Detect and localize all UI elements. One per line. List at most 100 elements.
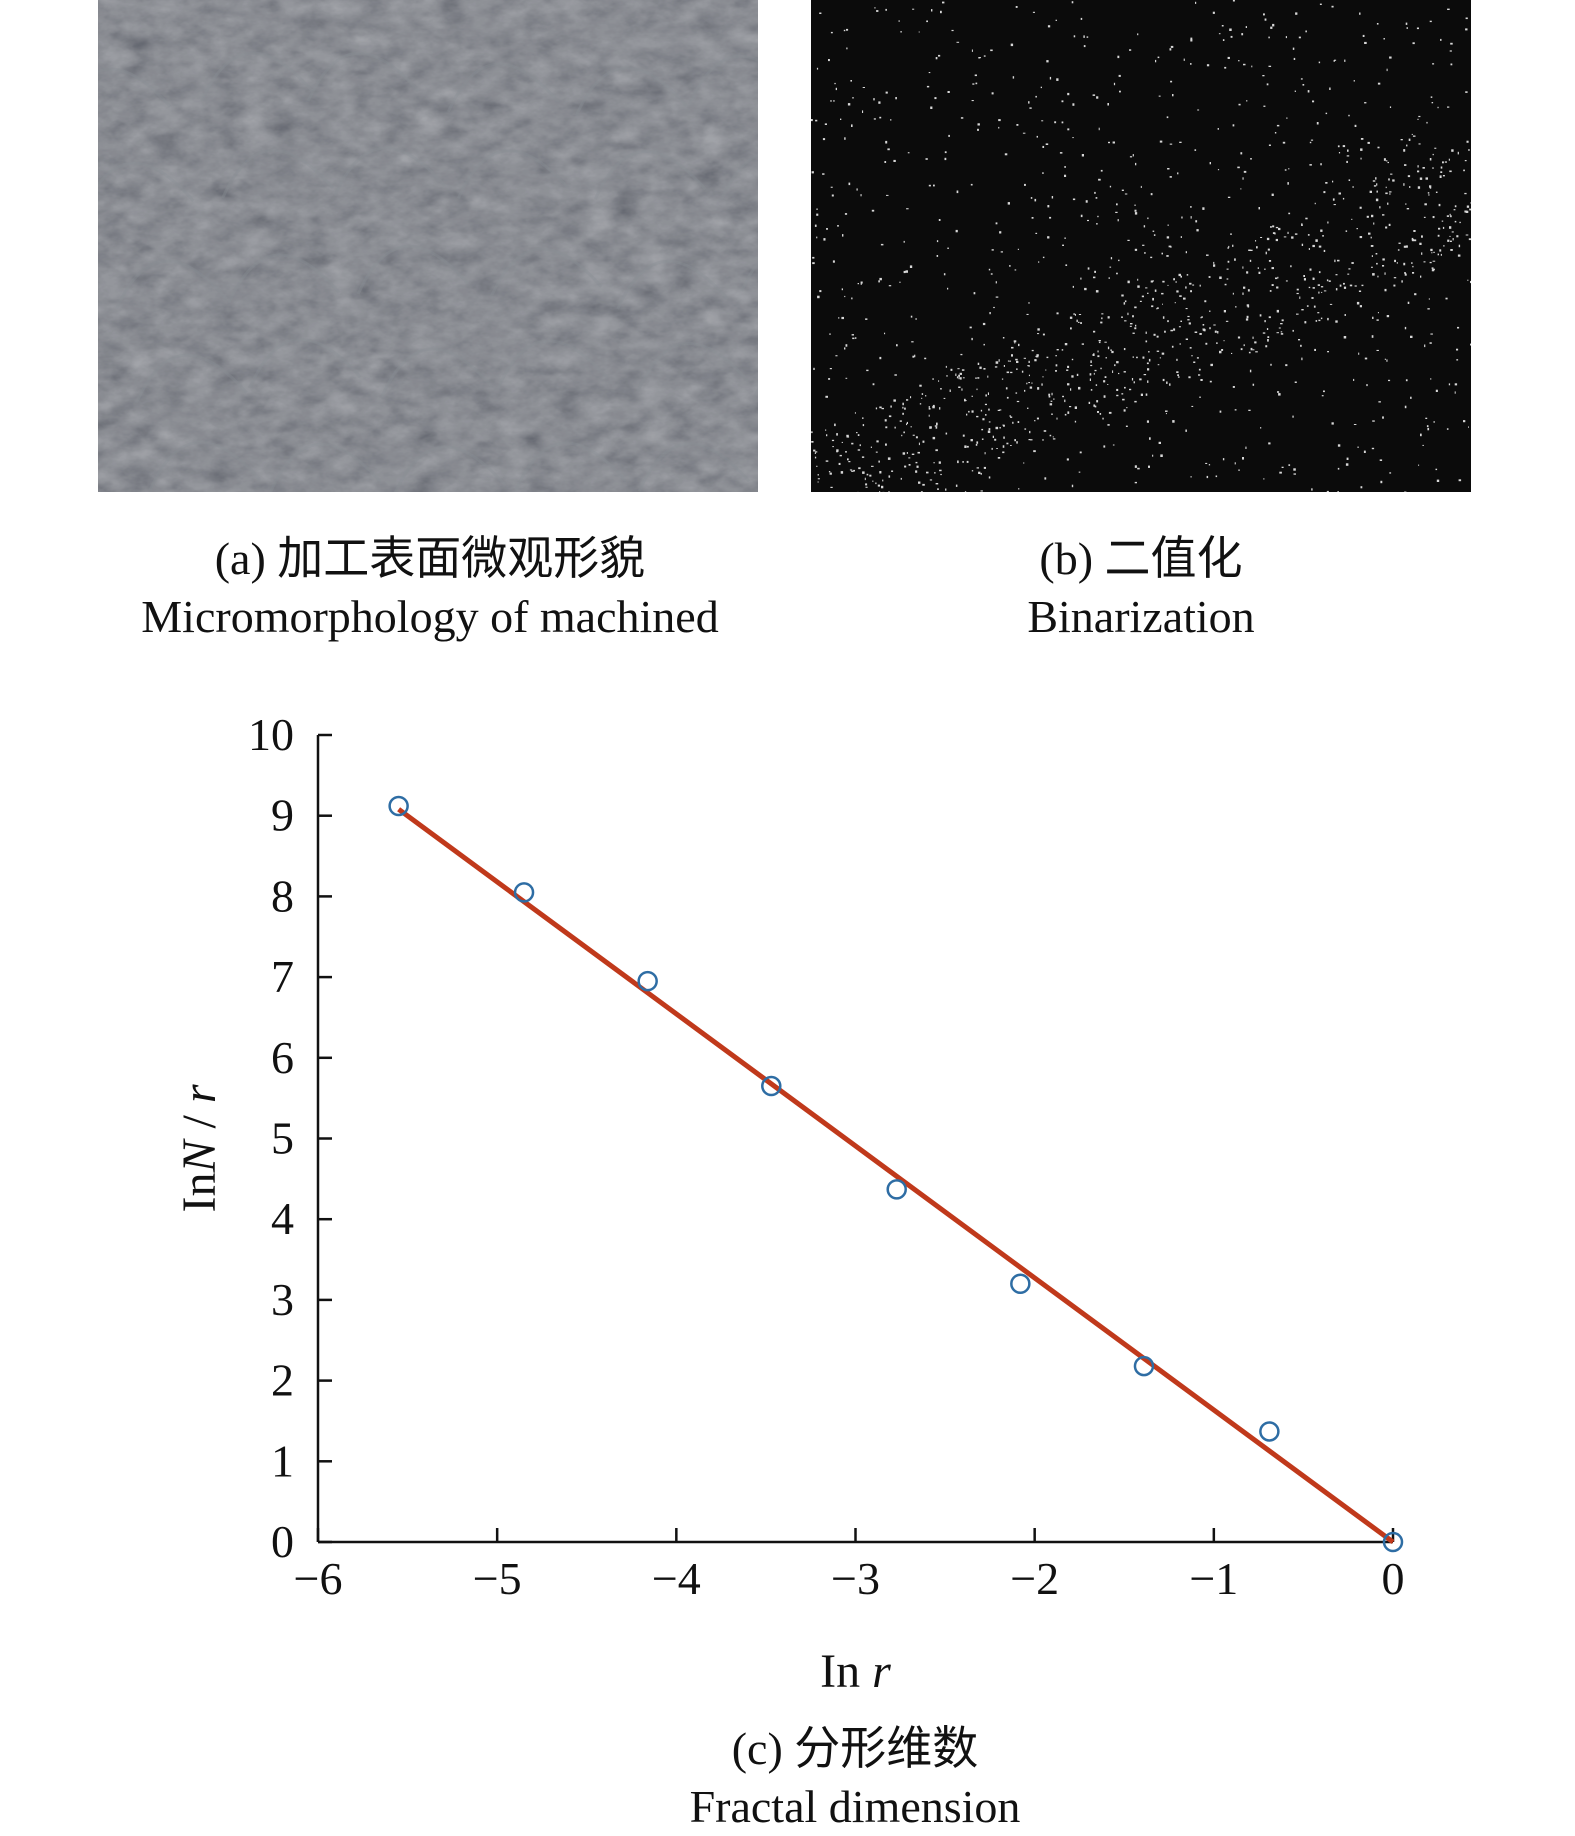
binary-pixel — [1312, 100, 1315, 103]
x-tick-label: 0 — [1382, 1553, 1405, 1604]
binary-pixel — [1362, 34, 1365, 37]
binary-pixel — [1439, 175, 1442, 178]
binary-pixel — [1429, 342, 1432, 344]
binary-pixel — [1464, 160, 1467, 162]
binary-pixel — [1359, 12, 1361, 15]
binary-pixel — [1010, 416, 1013, 418]
binary-pixel — [1129, 49, 1132, 51]
binary-pixel — [1258, 271, 1261, 274]
binary-pixel — [875, 451, 878, 453]
binary-pixel — [1169, 176, 1172, 178]
binary-pixel — [888, 285, 892, 287]
surface-ridge — [356, 244, 470, 295]
binary-pixel — [879, 277, 882, 281]
binary-pixel — [1385, 192, 1388, 195]
binary-pixel — [987, 392, 989, 395]
binary-pixel — [1028, 101, 1030, 104]
binary-pixel — [1103, 395, 1106, 398]
binary-pixel — [994, 438, 997, 441]
binary-pixel — [1470, 280, 1471, 284]
binary-pixel — [1108, 277, 1110, 279]
binary-pixel — [851, 334, 854, 336]
binary-pixel — [1134, 212, 1138, 215]
binary-pixel — [937, 488, 939, 490]
binary-pixel — [1404, 326, 1407, 330]
binary-pixel — [1322, 235, 1324, 237]
binary-pixel — [1115, 211, 1118, 213]
binary-pixel — [1270, 363, 1272, 366]
data-point — [1133, 1355, 1155, 1377]
binary-pixel — [1348, 268, 1351, 270]
binary-pixel — [1425, 177, 1428, 180]
binary-pixel — [862, 87, 865, 88]
binary-pixel — [1243, 286, 1246, 289]
binary-pixel — [824, 123, 827, 125]
binary-pixel — [1013, 340, 1017, 343]
binary-pixel — [1234, 258, 1236, 261]
binary-pixel — [1435, 389, 1438, 392]
binary-pixel — [1394, 259, 1396, 263]
binary-pixel — [975, 377, 977, 379]
binary-pixel — [981, 438, 984, 440]
binary-pixel — [1047, 25, 1051, 28]
binary-pixel — [989, 312, 991, 315]
binary-pixel — [1345, 230, 1348, 232]
binary-pixel — [1384, 272, 1386, 275]
binary-pixel — [1376, 262, 1378, 265]
binary-pixel — [1389, 56, 1392, 59]
binary-pixel — [1228, 245, 1230, 248]
binary-pixel — [1278, 393, 1281, 396]
binary-pixel — [942, 1, 945, 4]
binary-pixel — [1430, 333, 1433, 335]
binary-pixel — [1250, 158, 1252, 160]
binary-pixel — [1108, 141, 1110, 144]
binary-pixel — [1067, 128, 1070, 131]
binary-pixel — [1153, 234, 1156, 236]
binary-pixel — [812, 256, 815, 259]
binary-pixel — [1202, 328, 1205, 331]
binary-pixel — [817, 474, 819, 476]
binary-pixel — [945, 365, 947, 368]
binary-pixel — [856, 188, 858, 191]
binary-pixel — [929, 426, 932, 429]
binary-pixel — [1029, 107, 1032, 109]
binary-pixel — [857, 283, 859, 285]
binary-pixel — [1382, 416, 1384, 419]
binary-pixel — [1185, 308, 1188, 310]
binary-pixel — [1418, 115, 1421, 118]
binary-pixel — [1293, 468, 1296, 471]
binary-pixel — [1159, 140, 1163, 143]
binary-pixel — [1411, 262, 1413, 264]
binary-pixel — [921, 397, 923, 399]
binary-pixel — [933, 462, 935, 464]
binary-pixel — [1145, 331, 1147, 334]
binary-pixel — [1187, 315, 1190, 318]
binary-pixel — [977, 362, 980, 365]
binary-pixel — [1342, 197, 1345, 200]
binary-pixel — [902, 402, 904, 406]
binary-pixel — [1284, 169, 1287, 171]
binary-pixel — [978, 471, 981, 474]
binary-pixel — [1031, 217, 1034, 219]
binary-pixel — [1296, 313, 1299, 315]
binary-pixel — [852, 337, 855, 340]
binary-pixel — [1032, 11, 1035, 13]
binary-pixel — [1238, 469, 1240, 471]
binary-pixel — [835, 355, 838, 357]
binary-pixel — [1420, 433, 1422, 437]
binary-pixel — [1112, 141, 1115, 144]
binary-pixel — [1276, 332, 1279, 334]
binary-pixel — [1377, 312, 1379, 314]
binary-pixel — [1235, 306, 1237, 308]
binary-pixel — [1112, 370, 1114, 373]
binary-pixel — [1201, 316, 1203, 318]
binary-pixel — [980, 490, 983, 492]
binary-pixel — [1169, 48, 1172, 51]
binary-pixel — [1414, 293, 1417, 296]
binary-pixel — [918, 481, 921, 484]
binary-pixel — [1071, 375, 1074, 378]
binary-pixel — [939, 407, 941, 410]
binary-pixel — [1327, 317, 1329, 321]
surface-ridge — [446, 62, 560, 113]
binary-pixel — [920, 491, 923, 492]
